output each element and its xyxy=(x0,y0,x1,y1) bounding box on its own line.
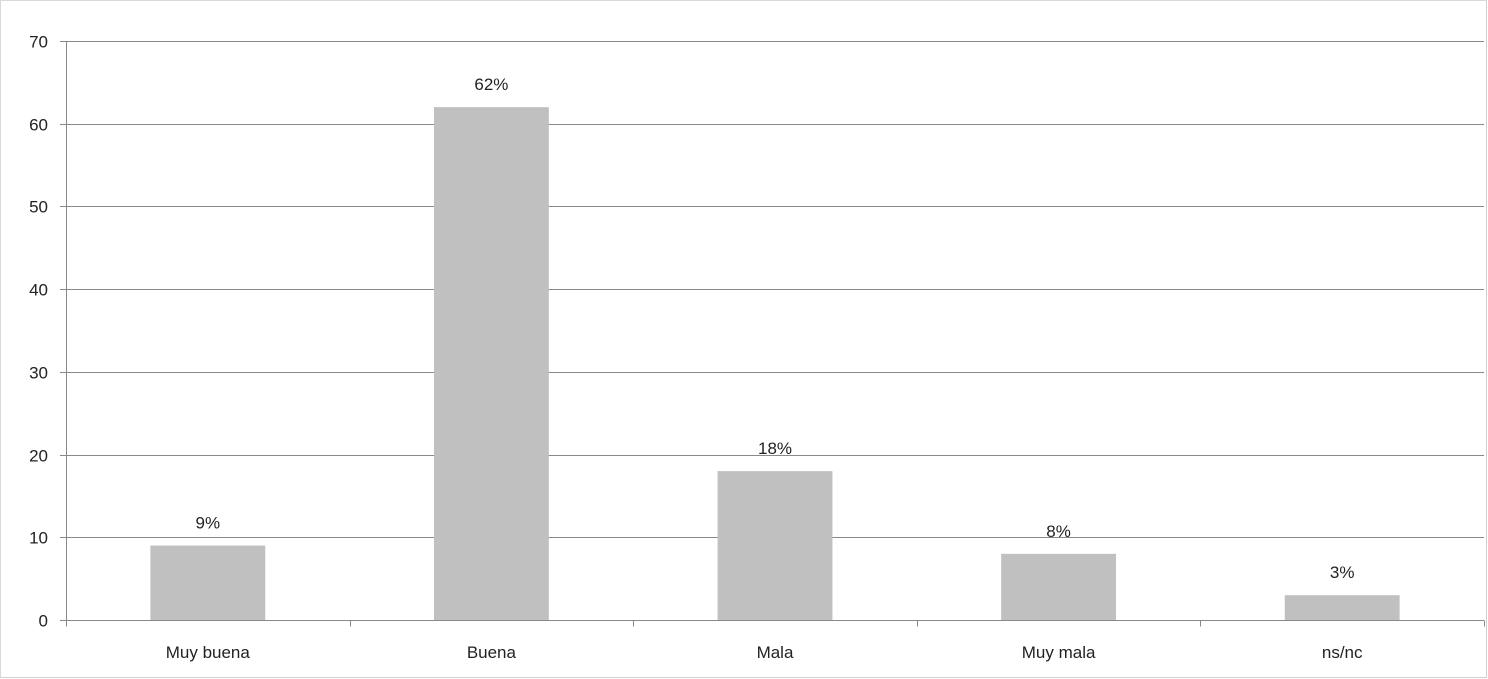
y-tick-label: 0 xyxy=(39,612,48,631)
data-label: 9% xyxy=(196,514,221,533)
bar-muy-mala xyxy=(1001,553,1117,620)
y-tick-label: 10 xyxy=(29,529,48,548)
data-label: 18% xyxy=(758,439,792,458)
y-tick-label: 50 xyxy=(29,198,48,217)
data-label: 62% xyxy=(474,75,508,94)
axes xyxy=(60,41,1485,627)
y-tick-label: 30 xyxy=(29,364,48,383)
gridlines xyxy=(66,41,1484,538)
x-category-label: Muy mala xyxy=(1022,643,1096,662)
x-category-label: Buena xyxy=(467,643,517,662)
labels: 0 10 20 30 40 50 60 70 9% Muy buena 62% Buena 18% Mal… xyxy=(29,33,1363,663)
y-tick-label: 20 xyxy=(29,447,48,466)
y-tick-label: 60 xyxy=(29,116,48,135)
y-tick-label: 70 xyxy=(29,33,48,52)
x-category-label: ns/nc xyxy=(1322,643,1363,662)
x-category-label: Muy buena xyxy=(166,643,251,662)
bar-ns-nc xyxy=(1284,595,1400,620)
data-label: 3% xyxy=(1330,563,1355,582)
bar-mala xyxy=(717,471,833,620)
bar-muy-buena xyxy=(150,545,266,620)
bar-buena xyxy=(433,107,549,620)
bars xyxy=(150,107,1400,620)
x-category-label: Mala xyxy=(757,643,794,662)
y-tick-label: 40 xyxy=(29,281,48,300)
data-label: 8% xyxy=(1046,522,1071,541)
